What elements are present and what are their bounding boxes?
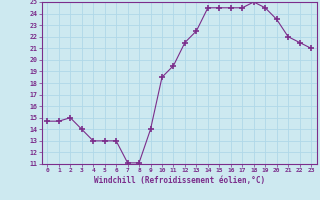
X-axis label: Windchill (Refroidissement éolien,°C): Windchill (Refroidissement éolien,°C) [94, 176, 265, 185]
